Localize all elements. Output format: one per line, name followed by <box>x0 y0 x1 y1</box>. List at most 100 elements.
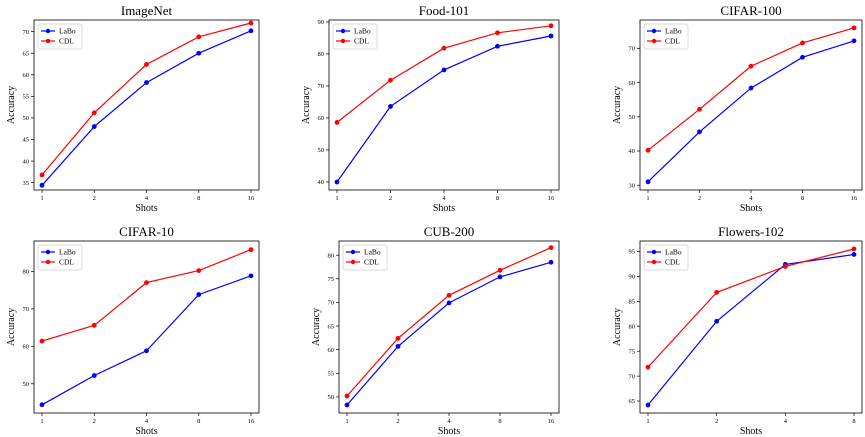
y-tick-label: 35 <box>23 180 30 187</box>
data-point-labo <box>39 402 45 408</box>
y-tick-label: 50 <box>629 114 636 121</box>
y-tick-label: 65 <box>23 50 30 57</box>
y-tick-label: 80 <box>328 252 335 259</box>
legend-entry: CDL <box>59 37 74 46</box>
chart-title: ImageNet <box>121 3 173 18</box>
series-line-labo <box>41 275 252 406</box>
legend-marker-labo <box>45 28 51 34</box>
data-point-labo <box>645 179 651 185</box>
legend-entry: LaBo <box>364 248 381 257</box>
data-point-cdl <box>548 23 554 29</box>
chart-panel-5: Flowers-102 1 2 4 8 65 70 75 80 85 90 95 Shots Accura… <box>612 224 863 437</box>
data-point-labo <box>388 104 393 109</box>
data-point-labo <box>548 259 554 265</box>
data-point-cdl <box>144 280 149 285</box>
x-axis-label: Shots <box>135 426 157 437</box>
x-tick-label: 2 <box>93 195 96 202</box>
chart-panel-3: CIFAR-10 1 2 4 8 16 50 60 70 80 Shots Accuracy LaBoC… <box>6 224 260 437</box>
legend-marker-cdl <box>651 38 657 44</box>
legend-entry: LaBo <box>59 27 76 36</box>
y-axis-label: Accuracy <box>6 86 17 124</box>
y-tick-label: 70 <box>629 373 636 380</box>
data-point-cdl <box>91 322 97 328</box>
x-tick-label: 2 <box>698 195 701 202</box>
data-point-labo <box>645 402 651 408</box>
y-tick-label: 75 <box>328 276 335 283</box>
y-tick-label: 90 <box>629 274 636 281</box>
x-tick-label: 4 <box>447 418 451 425</box>
data-point-labo <box>144 80 149 85</box>
series-line-labo <box>41 30 252 186</box>
y-tick-label: 75 <box>629 348 636 355</box>
legend-marker-cdl <box>350 259 356 265</box>
y-tick-label: 50 <box>318 147 325 154</box>
legend-entry: LaBo <box>59 248 76 257</box>
data-point-cdl <box>851 25 857 31</box>
series-line-labo <box>647 253 855 406</box>
y-tick-label: 40 <box>23 158 30 165</box>
y-tick-label: 70 <box>328 300 335 307</box>
chart-title: CIFAR-10 <box>119 224 174 239</box>
data-point-cdl <box>388 77 393 83</box>
data-point-labo <box>497 274 503 280</box>
y-axis-label: Accuracy <box>6 308 17 346</box>
legend-marker-cdl <box>340 38 346 44</box>
x-tick-label: 16 <box>248 195 255 202</box>
x-tick-label: 2 <box>93 418 96 425</box>
data-point-labo <box>334 179 340 185</box>
chart-panel-1: Food-101 1 2 4 8 16 40 50 60 70 80 90 Shots Accuracy L… <box>301 3 560 214</box>
y-tick-label: 60 <box>23 343 30 350</box>
x-tick-label: 1 <box>335 195 338 202</box>
data-point-cdl <box>91 110 97 116</box>
y-tick-label: 60 <box>318 115 325 122</box>
data-point-labo <box>748 85 754 91</box>
y-tick-label: 70 <box>23 29 30 36</box>
x-tick-label: 4 <box>145 195 149 202</box>
chart-panel-4: CUB-200 1 2 4 8 16 50 55 60 65 70 75 80 Shots Accuracy… <box>311 224 560 437</box>
data-point-labo <box>441 67 447 73</box>
y-tick-label: 50 <box>23 381 30 388</box>
chart-panel-0: ImageNet 1 2 4 8 16 35 40 45 50 55 60 65 70 Shots Accur… <box>6 3 260 214</box>
legend-marker-labo <box>45 249 51 255</box>
legend-entry: CDL <box>354 37 369 46</box>
chart-title: CUB-200 <box>424 224 475 239</box>
x-axis-label: Shots <box>740 203 762 214</box>
x-tick-label: 8 <box>197 195 200 202</box>
data-point-cdl <box>645 364 651 370</box>
data-point-labo <box>248 28 254 34</box>
x-tick-label: 1 <box>40 195 43 202</box>
legend-entry: CDL <box>59 258 74 267</box>
x-axis-label: Shots <box>433 203 455 214</box>
y-tick-label: 70 <box>318 83 325 90</box>
data-point-cdl <box>645 147 651 153</box>
x-tick-label: 4 <box>749 195 753 202</box>
data-point-cdl <box>782 264 788 269</box>
y-tick-label: 70 <box>629 46 636 53</box>
data-point-cdl <box>144 62 149 67</box>
legend-entry: LaBo <box>354 27 371 36</box>
y-tick-label: 80 <box>629 323 636 330</box>
series-line-labo <box>647 40 855 183</box>
legend-marker-labo <box>340 28 346 34</box>
y-tick-label: 60 <box>629 80 636 87</box>
legend-marker-cdl <box>45 259 51 265</box>
x-tick-label: 4 <box>145 418 149 425</box>
y-tick-label: 30 <box>629 182 636 189</box>
chart-title: Flowers-102 <box>718 224 784 239</box>
legend-marker-labo <box>651 28 657 34</box>
plot-frame <box>639 240 863 414</box>
series-line-labo <box>336 35 552 183</box>
data-point-labo <box>344 402 350 408</box>
data-point-cdl <box>248 20 254 26</box>
data-point-cdl <box>39 172 45 178</box>
x-tick-label: 1 <box>646 418 649 425</box>
x-tick-label: 16 <box>851 195 858 202</box>
y-tick-label: 85 <box>629 299 636 306</box>
y-axis-label: Accuracy <box>612 86 623 124</box>
y-tick-label: 65 <box>328 323 335 330</box>
data-point-cdl <box>548 245 554 251</box>
x-tick-label: 8 <box>496 195 499 202</box>
data-point-labo <box>446 300 452 306</box>
y-tick-label: 80 <box>318 51 325 58</box>
series-line-labo <box>346 261 552 406</box>
